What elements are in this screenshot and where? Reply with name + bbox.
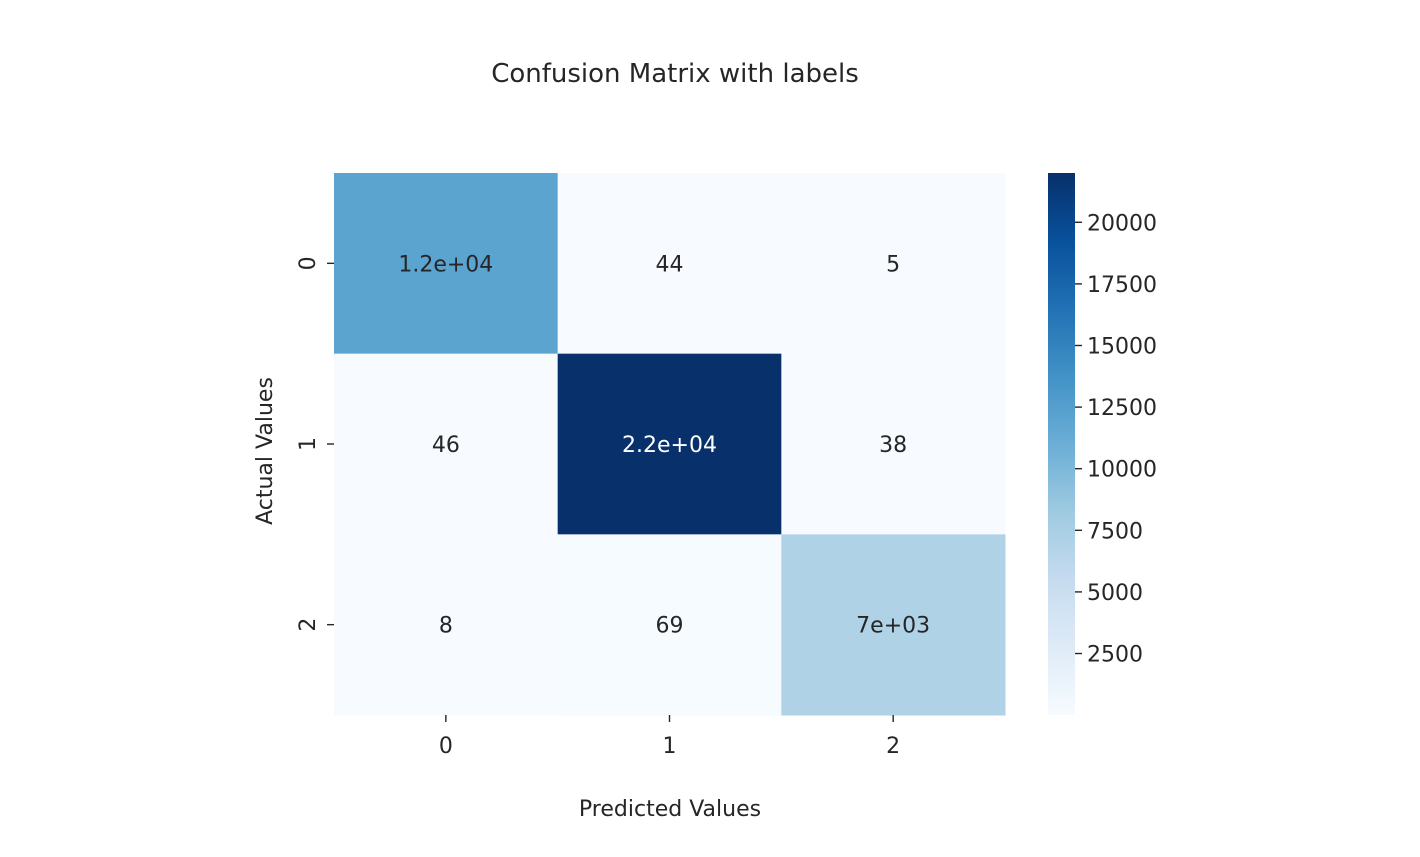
y-tick-label-2: 2	[296, 618, 321, 632]
cell-label-0-1: 44	[656, 252, 684, 277]
chart-title: Confusion Matrix with labels	[491, 59, 859, 89]
cell-1-1	[557, 353, 782, 535]
x-axis-label: Predicted Values	[579, 797, 761, 822]
colorbar: 2500 5000 7500 10000 12500 15000 17500 20000	[1048, 173, 1157, 715]
colorbar-tick-label-1: 5000	[1087, 581, 1143, 606]
cell-0-0	[334, 173, 559, 355]
x-axis: 0 1 2	[439, 715, 900, 759]
colorbar-gradient	[1048, 173, 1075, 715]
cell-2-1	[557, 534, 782, 716]
heatmap-cells: 1.2e+04 44 5 46 2.2e+04 38 8 69 7e+03	[334, 173, 1006, 716]
colorbar-tick-label-7: 20000	[1087, 211, 1157, 236]
cell-label-0-2: 5	[886, 252, 900, 277]
colorbar-tick-label-2: 7500	[1087, 519, 1143, 544]
cell-label-1-1: 2.2e+04	[622, 433, 717, 458]
y-tick-label-0: 0	[296, 256, 321, 270]
cell-label-2-2: 7e+03	[856, 614, 930, 639]
cell-label-0-0: 1.2e+04	[398, 252, 493, 277]
colorbar-tick-label-0: 2500	[1087, 643, 1143, 668]
cell-2-2	[781, 534, 1006, 716]
cell-label-2-1: 69	[656, 614, 684, 639]
colorbar-tick-label-3: 10000	[1087, 458, 1157, 483]
cell-0-2	[781, 173, 1006, 355]
x-tick-label-2: 2	[886, 734, 900, 759]
y-axis: 0 1 2	[296, 256, 334, 632]
cell-label-1-0: 46	[432, 433, 460, 458]
colorbar-tick-label-6: 17500	[1087, 273, 1157, 298]
y-axis-label: Actual Values	[253, 377, 278, 525]
x-tick-label-1: 1	[663, 734, 677, 759]
colorbar-tick-label-5: 15000	[1087, 334, 1157, 359]
colorbar-tick-label-4: 12500	[1087, 396, 1157, 421]
cell-1-2	[781, 353, 1006, 535]
cell-label-2-0: 8	[439, 614, 453, 639]
cell-label-1-2: 38	[879, 433, 907, 458]
y-tick-label-1: 1	[296, 437, 321, 451]
cell-0-1	[557, 173, 782, 355]
x-tick-label-0: 0	[439, 734, 453, 759]
cell-2-0	[334, 534, 559, 716]
cell-1-0	[334, 353, 559, 535]
